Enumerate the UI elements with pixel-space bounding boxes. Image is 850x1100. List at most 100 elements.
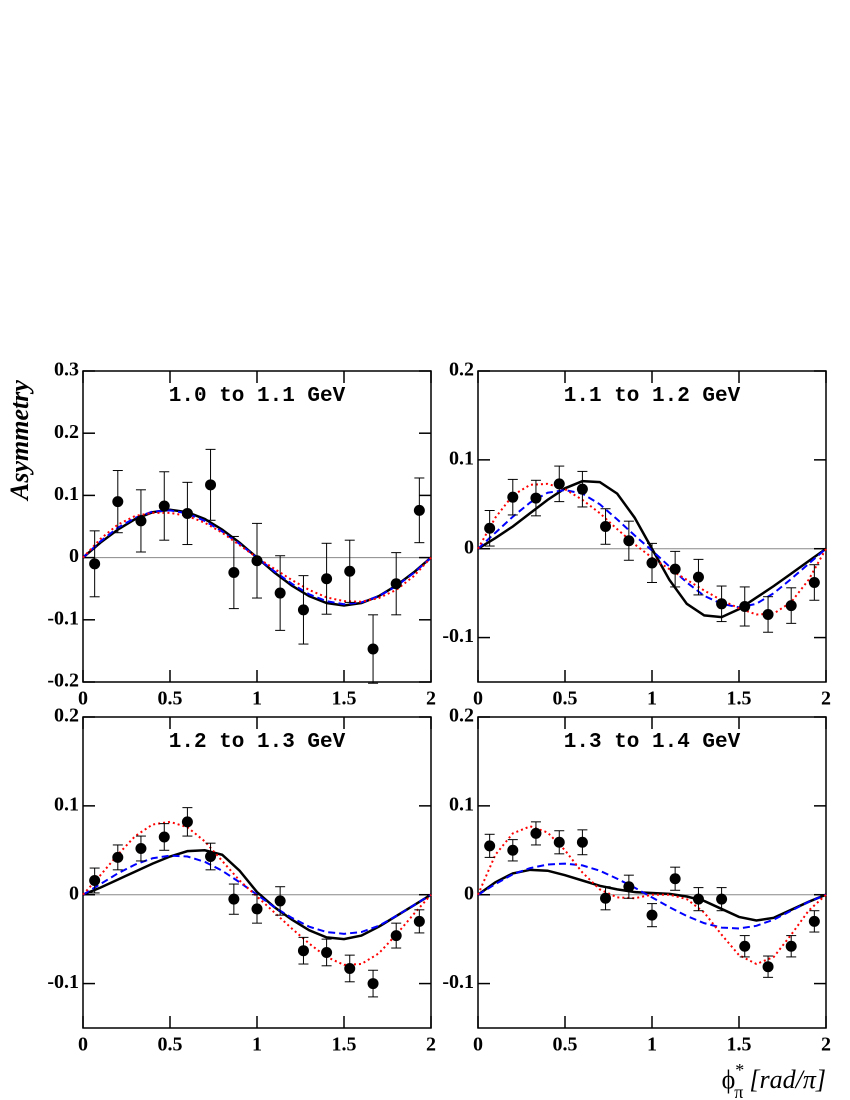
x-tick-label: 1 — [252, 1034, 262, 1056]
data-point — [623, 881, 635, 893]
y-tick-label: 0.2 — [449, 705, 474, 727]
data-point — [344, 565, 356, 577]
data-point — [669, 563, 681, 575]
data-point — [576, 836, 588, 848]
panel: -0.1 0 0.1 0.2 0 0.5 1 1.5 2 1.1 to 1.2 GeV — [442, 359, 831, 710]
data-point — [158, 500, 170, 512]
x-tick-label: 2 — [426, 1034, 436, 1056]
y-tick-label: 0 — [464, 536, 474, 558]
data-point — [297, 945, 309, 957]
data-point — [530, 827, 542, 839]
data-point — [367, 978, 379, 990]
data-point — [251, 555, 263, 567]
y-tick-label: 0.2 — [54, 421, 79, 443]
data-point — [112, 496, 124, 508]
data-point — [739, 600, 751, 612]
data-point — [205, 851, 217, 863]
x-label-symbol: ϕ — [722, 1065, 736, 1094]
data-point — [228, 893, 240, 905]
x-tick-label: 1.5 — [727, 1034, 752, 1056]
x-tick-label: 1.5 — [332, 688, 357, 710]
data-point — [623, 535, 635, 547]
data-point — [739, 940, 751, 952]
data-point — [205, 479, 217, 491]
panel: -0.1 0 0.1 0.2 0 0.5 1 1.5 2 1.2 to 1.3 GeV — [47, 705, 436, 1056]
data-point — [181, 816, 193, 828]
data-point — [600, 521, 612, 532]
data-point — [181, 507, 193, 519]
y-tick-label: -0.2 — [47, 670, 79, 692]
y-tick-label: 0.2 — [449, 359, 474, 381]
data-point — [785, 940, 797, 952]
x-tick-label: 1.5 — [332, 1034, 357, 1056]
model-curve — [82, 820, 432, 966]
data-point — [762, 608, 774, 620]
data-point — [692, 893, 704, 905]
x-tick-label: 0 — [78, 688, 88, 710]
data-point — [762, 961, 774, 973]
y-tick-label: -0.1 — [442, 971, 474, 993]
data-point — [367, 643, 379, 655]
data-point — [274, 895, 286, 907]
x-label-subscript: π — [734, 1082, 743, 1100]
panel-title: 1.1 to 1.2 GeV — [564, 385, 741, 408]
data-point — [413, 915, 425, 927]
plot-frame — [477, 370, 827, 683]
x-tick-label: 2 — [426, 688, 436, 710]
data-point — [484, 522, 496, 534]
data-point — [135, 515, 147, 527]
y-tick-label: 0.1 — [54, 793, 79, 815]
data-point — [413, 504, 425, 516]
x-tick-label: 2 — [821, 688, 831, 710]
x-tick-label: 2 — [821, 1034, 831, 1056]
data-point — [251, 903, 263, 915]
x-tick-label: 0 — [78, 1034, 88, 1056]
data-point — [692, 571, 704, 583]
y-tick-label: -0.1 — [47, 607, 79, 629]
x-tick-label: 0 — [473, 688, 483, 710]
panel-title: 1.3 to 1.4 GeV — [564, 731, 741, 754]
x-tick-label: 1.5 — [727, 688, 752, 710]
y-tick-label: 0.1 — [54, 483, 79, 505]
data-point — [646, 909, 658, 921]
data-point — [669, 873, 681, 885]
x-tick-label: 1 — [252, 688, 262, 710]
panel: -0.2 -0.1 0 0.1 0.2 0.3 0 0.5 1 1.5 2 1.0 to 1.1 Ge… — [47, 359, 436, 710]
data-point — [321, 573, 333, 585]
x-tick-label: 0 — [473, 1034, 483, 1056]
y-tick-label: 0.1 — [449, 447, 474, 469]
data-point — [646, 557, 658, 569]
data-point — [553, 478, 565, 490]
data-point — [344, 962, 356, 974]
model-curve — [82, 849, 432, 941]
y-tick-label: -0.1 — [442, 625, 474, 647]
x-axis-label: ϕ* π [rad/π] — [722, 1060, 826, 1100]
data-point — [112, 851, 124, 863]
y-tick-label: 0.3 — [54, 359, 79, 381]
data-point — [228, 567, 240, 579]
x-tick-label: 0.5 — [553, 688, 578, 710]
data-point — [158, 831, 170, 843]
x-tick-label: 1 — [647, 1034, 657, 1056]
data-point — [553, 836, 565, 848]
y-tick-label: 0.2 — [54, 705, 79, 727]
x-label-superscript: * — [735, 1060, 744, 1080]
data-point — [390, 578, 402, 590]
data-point — [507, 491, 519, 503]
data-point — [576, 483, 588, 495]
x-tick-label: 1 — [647, 688, 657, 710]
data-point — [89, 558, 101, 570]
data-point — [716, 598, 728, 610]
y-tick-label: 0 — [69, 545, 79, 567]
panel: -0.1 0 0.1 0.2 0 0.5 1 1.5 2 1.3 to 1.4 GeV — [442, 705, 831, 1056]
data-point — [530, 492, 542, 504]
data-point — [808, 576, 820, 588]
y-tick-label: 0.1 — [449, 793, 474, 815]
data-point — [808, 915, 820, 927]
data-point — [89, 874, 101, 886]
x-tick-label: 0.5 — [158, 1034, 183, 1056]
panel-title: 1.2 to 1.3 GeV — [169, 731, 346, 754]
model-curve — [477, 868, 827, 922]
data-point — [297, 604, 309, 616]
